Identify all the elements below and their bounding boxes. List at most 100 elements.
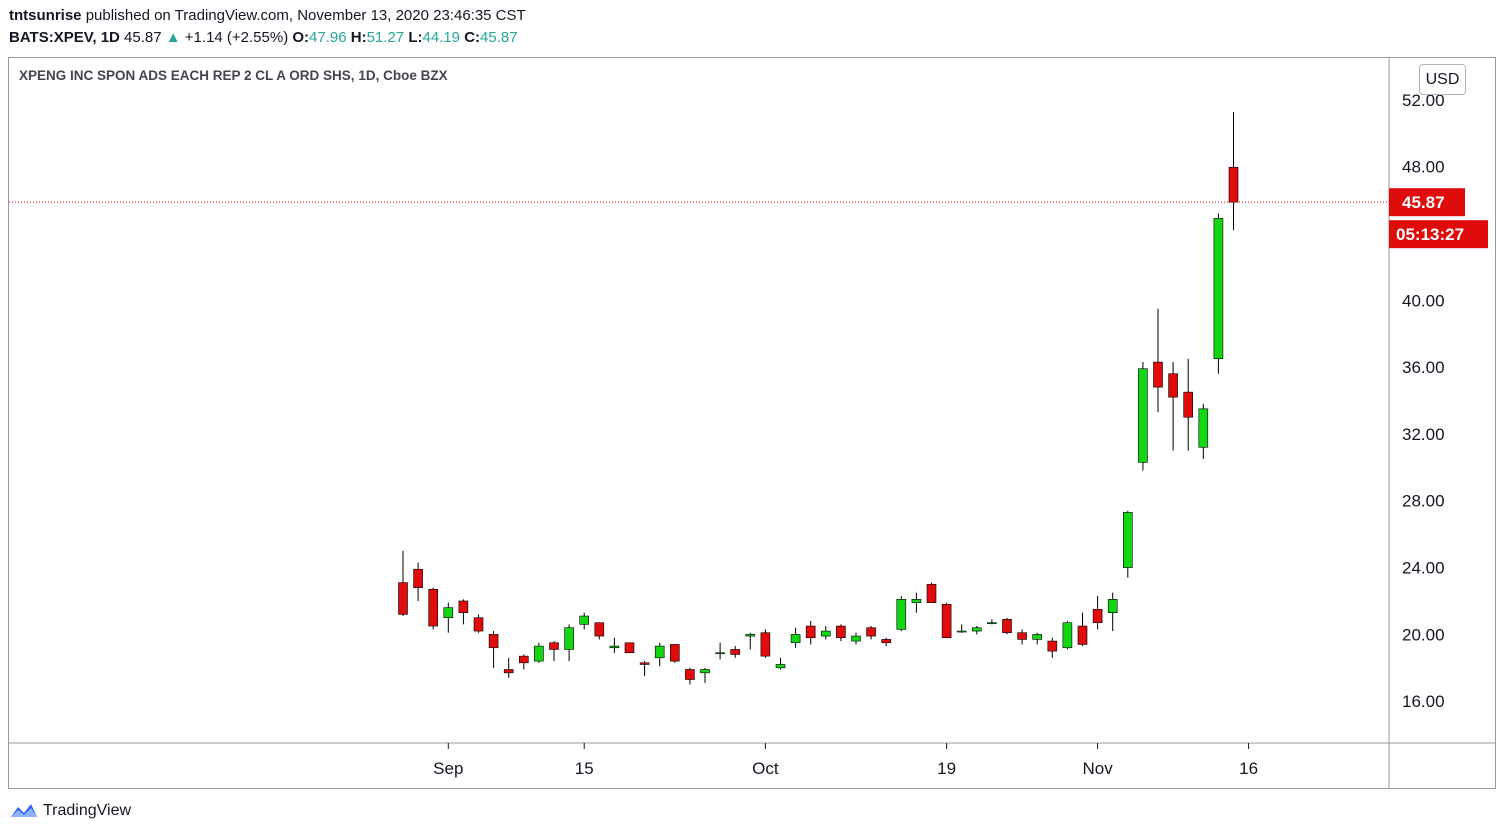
candle[interactable]	[473, 614, 484, 633]
time-axis[interactable]: Sep 15 Oct 19 Nov 16	[433, 743, 1258, 778]
candle[interactable]	[971, 626, 982, 635]
candle-body-down	[398, 582, 408, 615]
tradingview-logo-text: TradingView	[43, 802, 132, 819]
candle[interactable]	[564, 624, 574, 662]
high-label: H:	[350, 29, 367, 46]
candle-body-down	[549, 642, 559, 650]
currency-button[interactable]: USD	[1419, 64, 1466, 95]
candle[interactable]	[926, 582, 937, 603]
published-text: published on TradingView.com, November 1…	[85, 7, 526, 24]
candle[interactable]	[624, 642, 635, 654]
candle[interactable]	[579, 612, 590, 630]
candle[interactable]	[715, 642, 725, 660]
candle[interactable]	[1198, 403, 1209, 459]
candle-body-down	[1092, 609, 1103, 624]
candle[interactable]	[911, 592, 922, 613]
candle[interactable]	[549, 641, 559, 662]
candle[interactable]	[775, 657, 786, 670]
candle-body-down	[941, 604, 952, 639]
candle-body-up	[579, 615, 590, 625]
candle[interactable]	[1183, 358, 1193, 451]
candle-body-up	[1107, 599, 1118, 613]
candle[interactable]	[685, 667, 695, 685]
candle-body-down	[518, 655, 529, 664]
candle[interactable]	[956, 624, 967, 633]
candle[interactable]	[1153, 308, 1163, 413]
candle[interactable]	[1228, 111, 1239, 231]
tradingview-logo[interactable]: TradingView	[9, 801, 131, 821]
candle[interactable]	[609, 637, 620, 653]
candle[interactable]	[1077, 612, 1088, 647]
candle-body-up	[896, 599, 907, 630]
candle[interactable]	[896, 595, 907, 632]
price-tick-label: 20.00	[1402, 625, 1445, 644]
candle[interactable]	[1138, 362, 1148, 471]
candle[interactable]	[1032, 632, 1042, 645]
candle-body-down	[639, 662, 650, 665]
candle[interactable]	[851, 632, 861, 645]
candle[interactable]	[639, 661, 650, 677]
candle-body-down	[1017, 632, 1027, 640]
candle[interactable]	[1092, 595, 1103, 630]
candle[interactable]	[987, 619, 997, 625]
candle-body-up	[1138, 368, 1148, 463]
price-tick-label: 40.00	[1402, 291, 1445, 310]
candle-body-down	[1047, 640, 1058, 652]
candle[interactable]	[488, 631, 499, 668]
close-value: 45.87	[480, 29, 518, 46]
candle[interactable]	[805, 621, 816, 645]
candle[interactable]	[745, 632, 756, 650]
candle[interactable]	[1017, 629, 1027, 645]
candle[interactable]	[413, 562, 423, 601]
symbol-label: BATS:XPEV, 1D	[9, 29, 120, 46]
candle-body-up	[820, 630, 831, 637]
price-axis[interactable]: 16.00 20.00 24.00 28.00 32.00 36.00 40.00 48.00…	[1402, 91, 1445, 711]
time-tick-label: Nov	[1082, 759, 1113, 778]
candle-body-up	[745, 634, 756, 637]
candle[interactable]	[503, 657, 514, 678]
candle[interactable]	[1213, 213, 1224, 374]
author-name[interactable]: tntsunrise	[9, 7, 82, 24]
low-value: 44.19	[422, 29, 461, 46]
candle[interactable]	[1168, 362, 1178, 451]
candle[interactable]	[941, 602, 952, 639]
candle-body-down	[669, 644, 680, 662]
candle[interactable]	[1062, 621, 1073, 650]
candle[interactable]	[1047, 637, 1058, 658]
candle[interactable]	[428, 587, 439, 630]
candle-body-up	[715, 652, 725, 655]
candle[interactable]	[881, 637, 892, 647]
candle[interactable]	[1107, 592, 1118, 632]
candle-body-up	[851, 635, 861, 642]
candle[interactable]	[458, 599, 469, 625]
candle-body-down	[730, 649, 741, 655]
price-tick-label: 24.00	[1402, 559, 1445, 578]
candle[interactable]	[654, 642, 665, 667]
candle-body-down	[926, 583, 937, 603]
candle[interactable]	[518, 654, 529, 670]
candle[interactable]	[790, 627, 801, 648]
price-tick-label: 48.00	[1402, 158, 1445, 177]
time-tick-label: Oct	[752, 759, 779, 778]
price-badge-text: 45.87	[1402, 193, 1445, 212]
candle-body-down	[836, 625, 846, 639]
candle-body-up	[1032, 634, 1042, 640]
candle[interactable]	[398, 550, 408, 617]
candle[interactable]	[443, 602, 454, 633]
candle[interactable]	[760, 629, 771, 658]
candle[interactable]	[730, 646, 741, 658]
candle-body-down	[624, 642, 635, 654]
candle-body-up	[775, 664, 786, 669]
candle[interactable]	[820, 626, 831, 640]
candle[interactable]	[534, 642, 544, 663]
candle[interactable]	[1002, 617, 1012, 635]
candle[interactable]	[1123, 510, 1133, 578]
candle-body-up	[1198, 408, 1209, 448]
publish-line: tntsunrise published on TradingView.com,…	[9, 7, 526, 24]
candle[interactable]	[669, 644, 680, 663]
candle[interactable]	[700, 667, 710, 683]
candle[interactable]	[594, 622, 605, 640]
candle[interactable]	[866, 626, 876, 640]
candle[interactable]	[836, 624, 846, 642]
